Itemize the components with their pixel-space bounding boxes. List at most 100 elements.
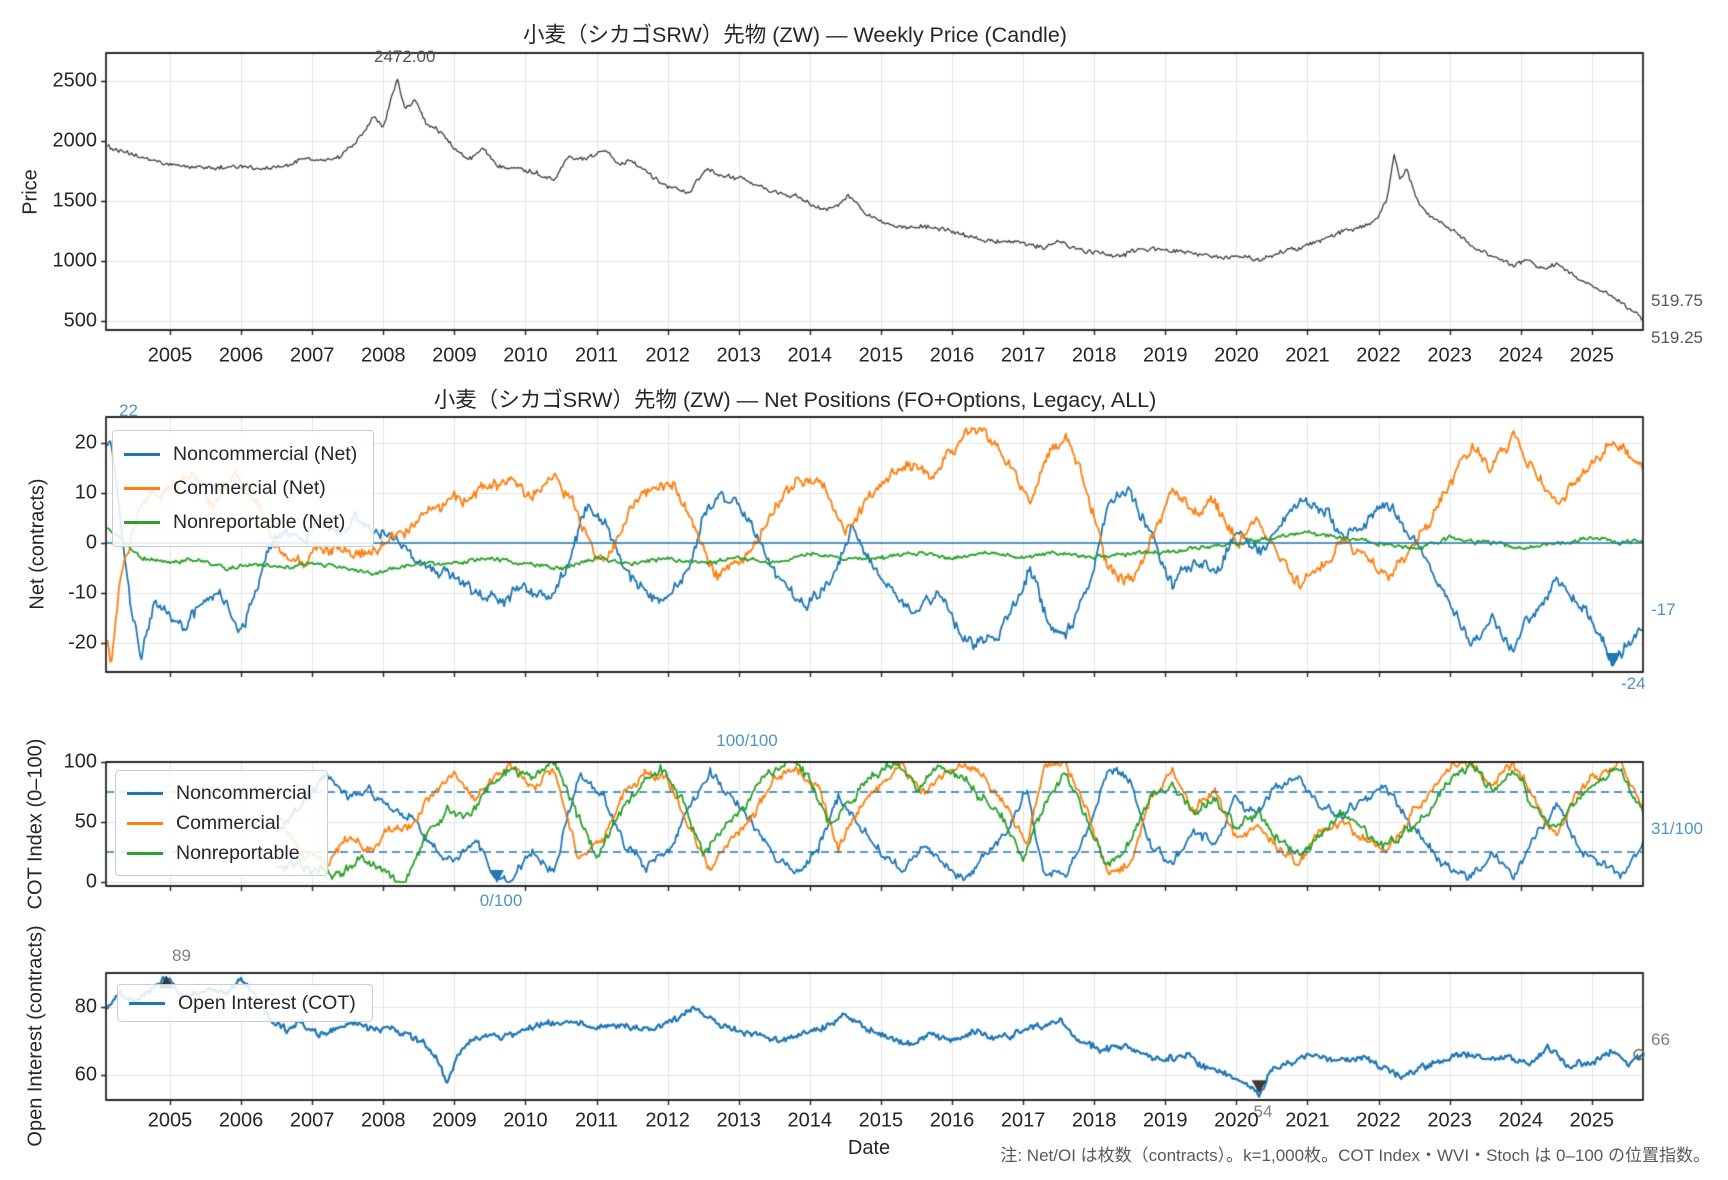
x-tick-label: 2010 xyxy=(503,344,548,367)
x-tick-label: 2010 xyxy=(503,1109,548,1132)
legend-item-commercial: Commercial xyxy=(127,812,311,835)
net-legend: Noncommercial (Net) Commercial (Net) Non… xyxy=(112,430,375,547)
commercial-line-swatch xyxy=(127,821,163,825)
x-tick-label: 2015 xyxy=(858,344,904,367)
legend-item-noncommercial-net: Noncommercial (Net) xyxy=(124,443,357,466)
x-axis-label-date: Date xyxy=(847,1137,891,1159)
nonreportable-line-swatch xyxy=(124,520,160,524)
y-tick-label: 2000 xyxy=(52,129,98,152)
net-max-annotation: 22 xyxy=(119,401,138,420)
cot-index-last-annotation: 31/100 xyxy=(1651,819,1703,838)
y-tick-label: 100 xyxy=(63,750,97,773)
noncommercial-line-swatch xyxy=(124,453,160,457)
x-tick-label: 2021 xyxy=(1285,1109,1330,1132)
x-tick-label: 2023 xyxy=(1427,344,1472,367)
price-panel-title: 小麦（シカゴSRW）先物 (ZW) — Weekly Price (Candle… xyxy=(523,23,1067,47)
y-tick-label: 0 xyxy=(85,870,97,893)
x-tick-label: 2006 xyxy=(218,344,264,367)
y-tick-label: 80 xyxy=(74,995,97,1018)
noncommercial-line-swatch xyxy=(127,791,163,795)
x-tick-label: 2008 xyxy=(361,1109,406,1132)
price-last-low-annotation: 519.25 xyxy=(1651,328,1703,347)
x-tick-label: 2020 xyxy=(1214,344,1259,367)
y-tick-label: 20 xyxy=(74,431,97,454)
x-tick-label: 2015 xyxy=(858,1109,904,1132)
y-tick-label: -10 xyxy=(68,581,97,604)
x-tick-label: 2024 xyxy=(1498,1109,1543,1132)
x-tick-label: 2022 xyxy=(1356,344,1401,367)
y-tick-label: 60 xyxy=(74,1063,97,1086)
x-tick-label: 2014 xyxy=(787,1109,833,1132)
legend-item-nonreportable: Nonreportable xyxy=(127,842,311,865)
x-tick-label: 2011 xyxy=(575,1109,619,1132)
cot-index-min-annotation: 0/100 xyxy=(479,891,523,910)
net-min-annotation: -24 xyxy=(1621,674,1646,693)
open-interest-y-axis-label: Open Interest (contracts) xyxy=(24,925,47,1147)
y-tick-label: 1000 xyxy=(52,249,98,272)
x-tick-label: 2017 xyxy=(1000,1109,1046,1132)
legend-label: Noncommercial (Net) xyxy=(173,443,358,466)
price-y-axis-label: Price xyxy=(19,169,42,215)
price-high-annotation: 2472.00 xyxy=(374,47,436,66)
legend-label: Nonreportable xyxy=(176,841,300,864)
x-tick-label: 2024 xyxy=(1498,344,1543,367)
x-tick-label: 2025 xyxy=(1569,344,1615,367)
x-tick-label: 2012 xyxy=(645,1109,690,1132)
nonreportable-line-swatch xyxy=(127,851,163,855)
x-tick-label: 2023 xyxy=(1427,1109,1472,1132)
x-tick-label: 2013 xyxy=(716,344,761,367)
y-tick-label: 50 xyxy=(74,810,97,833)
cot-index-max-annotation: 100/100 xyxy=(716,731,778,750)
legend-item-noncommercial: Noncommercial xyxy=(127,782,311,805)
open-interest-max-annotation: 89 xyxy=(172,946,191,965)
net-panel-title: 小麦（シカゴSRW）先物 (ZW) — Net Positions (FO+Op… xyxy=(433,388,1157,412)
x-tick-label: 2012 xyxy=(645,344,690,367)
legend-label: Commercial (Net) xyxy=(173,476,326,499)
cot-index-y-axis-label: COT Index (0–100) xyxy=(24,738,47,910)
legend-item-commercial-net: Commercial (Net) xyxy=(124,477,357,500)
y-tick-label: 0 xyxy=(85,531,97,554)
commercial-line-swatch xyxy=(124,486,160,490)
x-tick-label: 2019 xyxy=(1143,1109,1188,1132)
x-tick-label: 2016 xyxy=(929,344,975,367)
x-tick-label: 2009 xyxy=(432,1109,477,1132)
x-tick-label: 2013 xyxy=(716,1109,761,1132)
y-tick-label: -20 xyxy=(68,631,97,654)
x-tick-label: 2014 xyxy=(787,344,833,367)
legend-label: Open Interest (COT) xyxy=(178,992,356,1014)
x-tick-label: 2009 xyxy=(432,344,477,367)
legend-label: Commercial xyxy=(176,811,281,834)
legend-label: Nonreportable (Net) xyxy=(173,510,346,533)
y-tick-label: 2500 xyxy=(52,69,98,92)
x-tick-label: 2018 xyxy=(1071,344,1117,367)
x-tick-label: 2005 xyxy=(147,1109,193,1132)
legend-item-open-interest: Open Interest (COT) xyxy=(129,992,356,1015)
x-tick-label: 2022 xyxy=(1356,1109,1401,1132)
open-interest-legend: Open Interest (COT) xyxy=(117,984,373,1022)
x-tick-label: 2007 xyxy=(289,1109,335,1132)
legend-item-nonreportable-net: Nonreportable (Net) xyxy=(124,511,357,534)
y-tick-label: 10 xyxy=(74,481,97,504)
x-tick-label: 2005 xyxy=(147,344,193,367)
x-tick-label: 2011 xyxy=(575,344,619,367)
y-tick-label: 500 xyxy=(63,309,97,332)
legend-label: Noncommercial xyxy=(176,781,312,804)
x-tick-label: 2020 xyxy=(1214,1109,1259,1132)
x-tick-label: 2006 xyxy=(218,1109,264,1132)
x-tick-label: 2007 xyxy=(289,344,335,367)
open-interest-min-annotation: 54 xyxy=(1253,1102,1273,1121)
x-tick-label: 2016 xyxy=(929,1109,975,1132)
y-tick-label: 1500 xyxy=(52,189,98,212)
price-last-high-annotation: 519.75 xyxy=(1651,291,1703,310)
x-tick-label: 2017 xyxy=(1000,344,1046,367)
x-tick-label: 2008 xyxy=(361,344,406,367)
cot-index-legend: Noncommercial Commercial Nonreportable xyxy=(115,770,329,876)
x-tick-label: 2021 xyxy=(1285,344,1330,367)
open-interest-line-swatch xyxy=(129,1002,165,1005)
x-tick-label: 2025 xyxy=(1569,1109,1615,1132)
x-tick-label: 2018 xyxy=(1071,1109,1117,1132)
footnote: 注: Net/OI は枚数（contracts）。k=1,000枚。COT In… xyxy=(1000,1146,1710,1165)
x-tick-label: 2019 xyxy=(1143,344,1188,367)
